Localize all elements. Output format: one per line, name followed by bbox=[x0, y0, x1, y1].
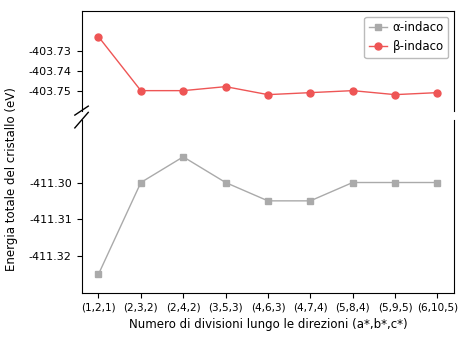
α-indaco bbox=[180, 155, 186, 159]
β-indaco bbox=[223, 84, 228, 89]
α-indaco bbox=[308, 199, 313, 203]
Legend: α-indaco, β-indaco: α-indaco, β-indaco bbox=[364, 17, 448, 58]
α-indaco bbox=[392, 180, 398, 185]
α-indaco bbox=[435, 180, 440, 185]
β-indaco bbox=[350, 88, 356, 93]
α-indaco bbox=[138, 180, 144, 185]
β-indaco bbox=[138, 88, 144, 93]
α-indaco bbox=[350, 180, 356, 185]
Line: α-indaco: α-indaco bbox=[95, 153, 441, 278]
β-indaco bbox=[435, 90, 440, 95]
α-indaco bbox=[265, 199, 271, 203]
β-indaco bbox=[265, 93, 271, 97]
β-indaco bbox=[308, 90, 313, 95]
X-axis label: Numero di divisioni lungo le direzioni (a*,b*,c*): Numero di divisioni lungo le direzioni (… bbox=[129, 318, 407, 331]
β-indaco bbox=[96, 34, 101, 39]
α-indaco bbox=[223, 180, 228, 185]
β-indaco bbox=[392, 93, 398, 97]
Text: Energia totale del cristallo (eV): Energia totale del cristallo (eV) bbox=[5, 88, 18, 271]
Line: β-indaco: β-indaco bbox=[95, 33, 441, 98]
β-indaco bbox=[180, 88, 186, 93]
α-indaco bbox=[96, 272, 101, 276]
